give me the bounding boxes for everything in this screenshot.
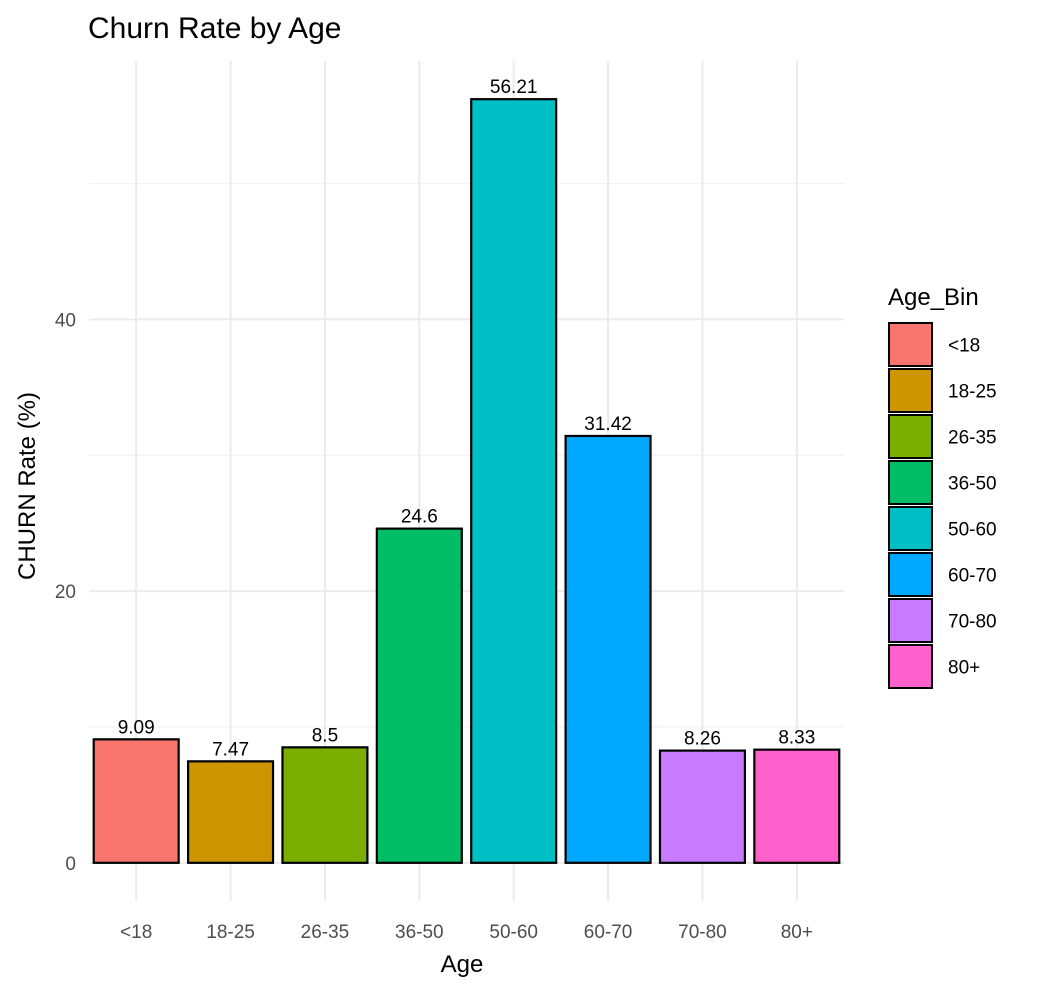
legend-title: Age_Bin [888, 284, 979, 311]
legend-label: <18 [948, 336, 980, 357]
legend-label: 26-35 [948, 428, 997, 449]
x-tick-label: 70-80 [678, 922, 727, 943]
legend-label: 18-25 [948, 382, 997, 403]
legend: Age_Bin <18 18-25 26-35 36-50 50-60 60-70 70-8… [888, 284, 997, 689]
legend-key [888, 460, 933, 505]
y-tick-label: 40 [55, 310, 76, 331]
legend-label: 80+ [948, 658, 980, 679]
legend-key [888, 414, 933, 459]
x-tick-label: 80+ [781, 922, 813, 943]
x-tick-label: 18-25 [206, 922, 255, 943]
legend-label: 50-60 [948, 520, 997, 541]
x-tick-label: 26-35 [301, 922, 350, 943]
legend-key [888, 644, 933, 689]
bar-value-label: 8.5 [312, 725, 338, 746]
chart-title: Churn Rate by Age [88, 12, 342, 45]
bar-value-label: 24.6 [401, 507, 438, 528]
bar [186, 760, 275, 864]
x-tick-label: 60-70 [584, 922, 633, 943]
x-axis-ticks: <18 18-25 26-35 36-50 50-60 60-70 70-80 80+ [120, 922, 813, 943]
bar-value-label: 9.09 [118, 717, 155, 738]
bar [753, 748, 841, 864]
legend-items: <18 18-25 26-35 36-50 50-60 60-70 70-80 80+ [888, 322, 997, 689]
legend-label: 60-70 [948, 566, 997, 587]
y-axis-title: CHURN Rate (%) [14, 392, 41, 580]
legend-key [888, 368, 933, 413]
legend-key [888, 598, 933, 643]
bar [92, 738, 180, 864]
y-tick-label: 0 [65, 854, 76, 875]
bar [375, 527, 463, 864]
bar-value-label: 56.21 [490, 77, 538, 98]
legend-key [888, 322, 933, 367]
legend-label: 70-80 [948, 612, 997, 633]
bar-value-label: 7.47 [212, 739, 249, 760]
value-labels: 9.09 7.47 8.5 24.6 56.21 31.42 8.26 8.33 [118, 77, 816, 760]
y-axis-ticks: 0 20 40 [55, 310, 76, 874]
bar [281, 746, 369, 864]
bar [470, 98, 558, 864]
bar-value-label: 8.26 [684, 729, 721, 750]
legend-key [888, 552, 933, 597]
x-axis-title: Age [441, 951, 484, 978]
y-tick-label: 20 [55, 582, 76, 603]
bar-value-label: 8.33 [778, 728, 815, 749]
bar-value-label: 31.42 [584, 414, 632, 435]
x-tick-label: 36-50 [395, 922, 444, 943]
x-tick-label: 50-60 [489, 922, 538, 943]
x-tick-label: <18 [120, 922, 152, 943]
legend-label: 36-50 [948, 474, 997, 495]
bar [658, 749, 747, 864]
bar [564, 434, 652, 864]
legend-key [888, 506, 933, 551]
bars [92, 98, 841, 864]
